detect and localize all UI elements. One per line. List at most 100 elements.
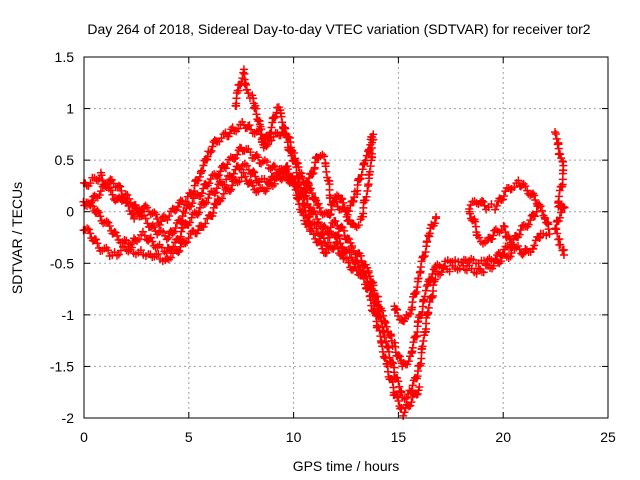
data-point bbox=[414, 274, 423, 283]
data-point bbox=[394, 351, 403, 360]
data-point bbox=[556, 150, 565, 159]
data-point bbox=[381, 318, 390, 327]
data-point bbox=[370, 306, 379, 315]
data-point bbox=[227, 185, 236, 194]
data-point bbox=[408, 381, 417, 390]
data-point bbox=[141, 201, 150, 210]
data-point bbox=[295, 200, 304, 209]
data-point bbox=[558, 204, 567, 213]
data-point bbox=[394, 312, 403, 321]
data-point bbox=[437, 268, 446, 277]
data-point bbox=[397, 387, 406, 396]
data-point bbox=[356, 174, 365, 183]
data-point bbox=[521, 182, 530, 191]
data-point bbox=[507, 248, 516, 257]
data-point bbox=[530, 191, 539, 200]
data-point bbox=[166, 253, 175, 262]
data-point bbox=[282, 167, 291, 176]
data-point bbox=[361, 196, 370, 205]
data-point bbox=[325, 211, 334, 220]
data-point bbox=[287, 151, 296, 160]
data-point bbox=[372, 298, 381, 307]
data-point bbox=[301, 188, 310, 197]
data-point bbox=[417, 257, 426, 266]
data-point bbox=[556, 240, 565, 249]
x-tick-label: 10 bbox=[286, 429, 302, 445]
data-point bbox=[157, 217, 166, 226]
data-point bbox=[262, 142, 271, 151]
data-point bbox=[559, 202, 568, 211]
data-point bbox=[278, 173, 287, 182]
data-point bbox=[420, 292, 429, 301]
data-point bbox=[149, 241, 158, 250]
data-point bbox=[422, 282, 431, 291]
data-point bbox=[194, 176, 203, 185]
data-point bbox=[559, 251, 568, 260]
data-point bbox=[371, 307, 380, 316]
data-point bbox=[143, 203, 152, 212]
data-point bbox=[311, 210, 320, 219]
data-point bbox=[225, 129, 234, 138]
data-point bbox=[222, 175, 231, 184]
data-point bbox=[518, 250, 527, 259]
data-point bbox=[395, 352, 404, 361]
data-point bbox=[131, 209, 140, 218]
data-point bbox=[213, 172, 222, 181]
data-point bbox=[116, 182, 125, 191]
data-point bbox=[168, 229, 177, 238]
data-point bbox=[322, 248, 331, 257]
data-point bbox=[303, 219, 312, 228]
data-point bbox=[182, 238, 191, 247]
data-point bbox=[107, 175, 116, 184]
data-point bbox=[352, 266, 361, 275]
data-point bbox=[320, 152, 329, 161]
data-point bbox=[361, 156, 370, 165]
data-point bbox=[500, 192, 509, 201]
data-point bbox=[421, 286, 430, 295]
data-point bbox=[294, 173, 303, 182]
y-tick-label: 0.5 bbox=[55, 152, 75, 168]
data-point bbox=[317, 239, 326, 248]
data-point bbox=[187, 213, 196, 222]
data-point bbox=[497, 196, 506, 205]
data-point bbox=[487, 200, 496, 209]
data-point bbox=[492, 201, 501, 210]
x-tick-label: 0 bbox=[80, 429, 88, 445]
y-tick-label: 1 bbox=[66, 101, 74, 117]
data-point bbox=[491, 225, 500, 234]
data-point bbox=[206, 148, 215, 157]
data-point bbox=[305, 212, 314, 221]
data-point bbox=[199, 161, 208, 170]
data-point bbox=[357, 170, 366, 179]
data-point bbox=[234, 124, 243, 133]
data-point bbox=[552, 217, 561, 226]
data-point bbox=[402, 393, 411, 402]
data-point bbox=[308, 189, 317, 198]
data-point bbox=[155, 220, 164, 229]
data-point bbox=[141, 214, 150, 223]
data-point bbox=[283, 172, 292, 181]
data-point bbox=[322, 167, 331, 176]
data-point bbox=[309, 230, 318, 239]
data-point bbox=[154, 250, 163, 259]
data-point bbox=[362, 192, 371, 201]
data-point bbox=[466, 214, 475, 223]
data-point bbox=[553, 229, 562, 238]
data-point bbox=[86, 229, 95, 238]
data-point bbox=[551, 129, 560, 138]
data-point bbox=[120, 242, 129, 251]
x-tick-label: 20 bbox=[495, 429, 511, 445]
data-point bbox=[217, 134, 226, 143]
y-tick-label: 0 bbox=[66, 204, 74, 220]
data-point bbox=[198, 189, 207, 198]
data-point bbox=[240, 146, 249, 155]
data-point bbox=[86, 201, 95, 210]
data-point bbox=[181, 209, 190, 218]
data-point bbox=[399, 359, 408, 368]
data-point bbox=[148, 221, 157, 230]
data-point bbox=[270, 162, 279, 171]
data-point bbox=[337, 222, 346, 231]
data-point bbox=[241, 172, 250, 181]
data-point bbox=[223, 160, 232, 169]
